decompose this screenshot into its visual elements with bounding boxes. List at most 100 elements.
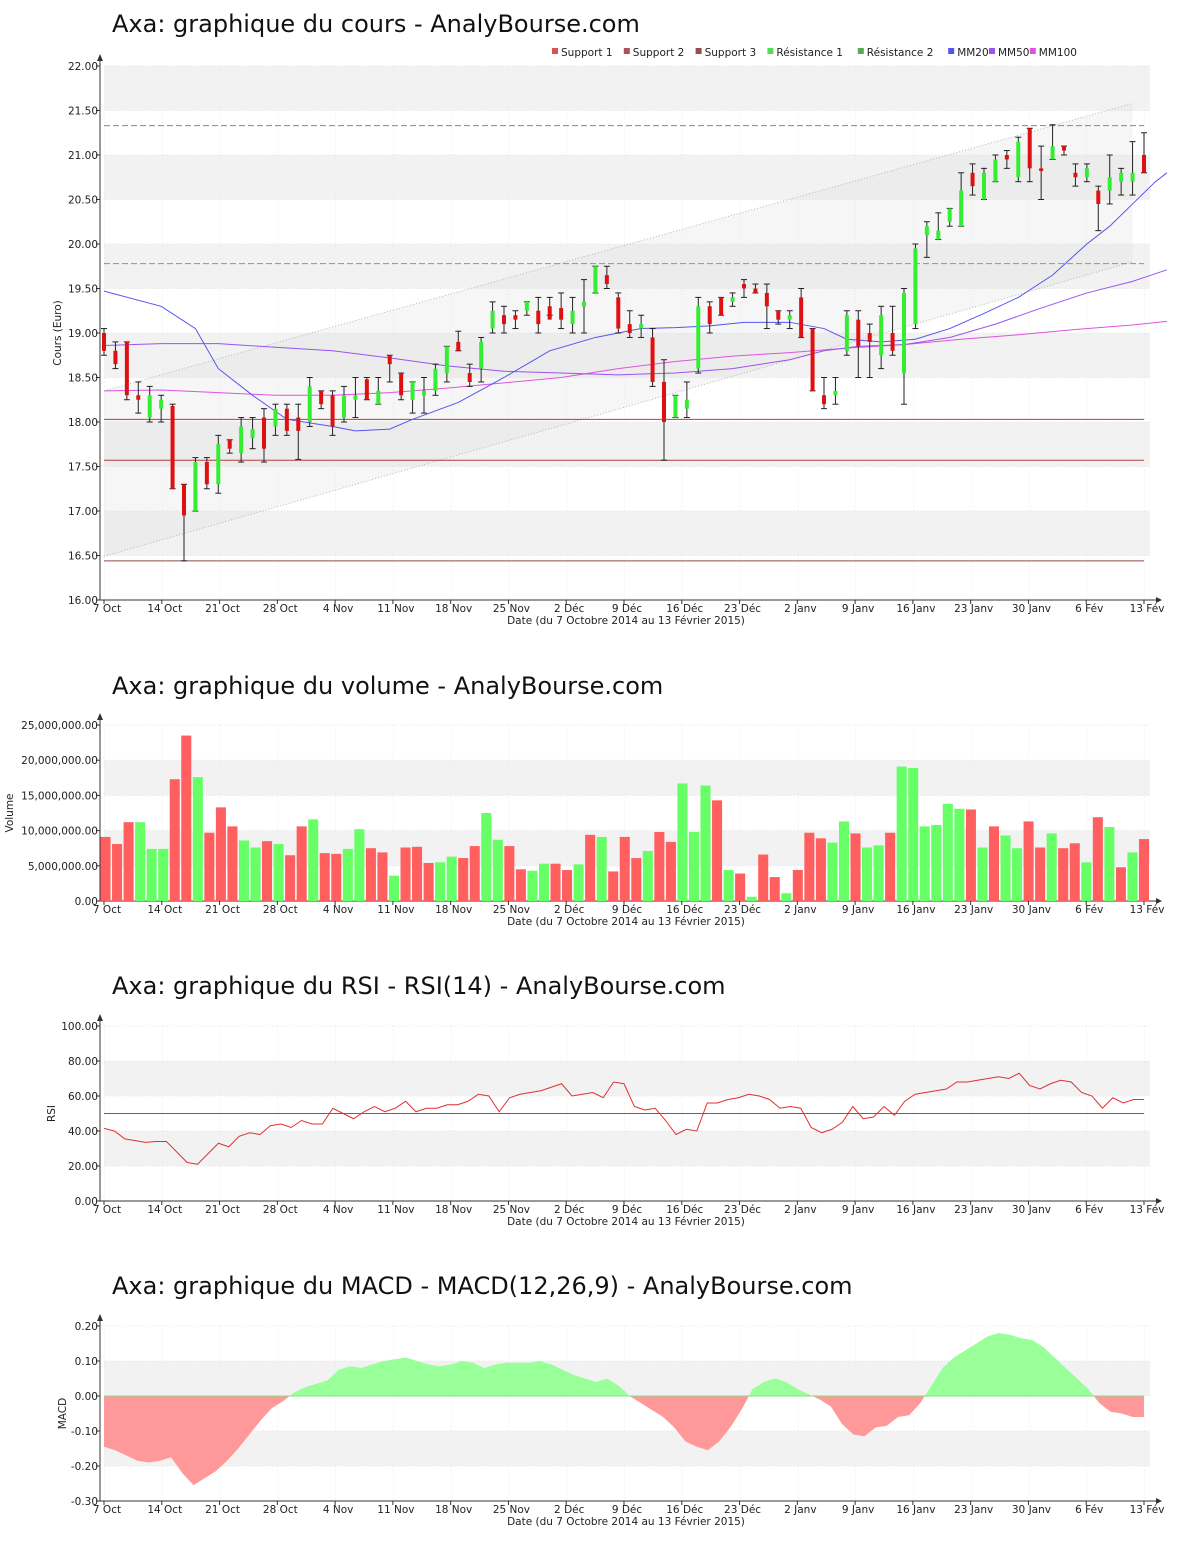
rsi-y-tick-label: 20.00	[68, 1161, 98, 1173]
volume-chart-title: Axa: graphique du volume - AnalyBourse.c…	[112, 672, 664, 700]
candle-body	[1107, 177, 1112, 191]
volume-x-tick-label: 13 Fév	[1130, 904, 1165, 916]
price-x-tick-label: 9 Déc	[612, 603, 643, 615]
volume-bar	[1058, 848, 1069, 901]
candle-body	[387, 355, 392, 365]
candle-body	[467, 373, 472, 382]
volume-bar	[1046, 833, 1057, 901]
rsi-x-tick-label: 9 Janv	[842, 1204, 874, 1216]
volume-bar	[192, 777, 203, 901]
rsi-x-tick-label: 16 Janv	[896, 1204, 935, 1216]
legend-label: MM100	[1039, 47, 1077, 59]
candle-body	[1027, 128, 1032, 169]
volume-x-tick-label: 18 Nov	[435, 904, 472, 916]
volume-y-tick-label: 0.00	[75, 896, 98, 908]
volume-bar	[215, 807, 226, 901]
volume-bar	[862, 847, 873, 901]
volume-bar	[1069, 843, 1080, 901]
candle-body	[410, 381, 415, 400]
candle-body	[684, 399, 689, 409]
volume-bar	[746, 896, 757, 901]
price-x-tick-label: 4 Nov	[323, 603, 354, 615]
legend-label: MM50	[998, 47, 1029, 59]
price-y-tick-label: 18.50	[68, 373, 98, 385]
volume-bar	[942, 803, 953, 901]
volume-bar	[585, 834, 596, 901]
price-y-tick-label: 19.00	[68, 328, 98, 340]
volume-bar	[504, 846, 515, 901]
volume-x-tick-label: 28 Oct	[263, 904, 298, 916]
volume-x-axis-label: Date (du 7 Octobre 2014 au 13 Février 20…	[507, 916, 745, 928]
legend-swatch	[767, 48, 774, 54]
legend-label: Résistance 1	[776, 47, 843, 59]
rsi-x-tick-label: 14 Oct	[147, 1204, 182, 1216]
volume-bar	[700, 785, 711, 901]
candle-body	[993, 159, 998, 182]
legend-swatch	[989, 48, 995, 54]
rsi-y-tick-label: 60.00	[68, 1091, 98, 1103]
candle-body	[890, 333, 895, 351]
candle-body	[799, 297, 804, 338]
price-x-tick-label: 13 Fév	[1130, 603, 1165, 615]
macd-y-axis-label: MACD	[57, 1398, 69, 1429]
volume-bar	[885, 832, 896, 901]
candle-body	[376, 390, 381, 405]
volume-x-tick-label: 23 Déc	[724, 904, 761, 916]
candle-body	[433, 368, 438, 391]
macd-x-tick-label: 16 Déc	[666, 1504, 703, 1516]
macd-y-arrow	[97, 1314, 103, 1321]
candle-body	[147, 395, 152, 418]
macd-x-tick-label: 18 Nov	[435, 1504, 472, 1516]
mm50-line	[103, 269, 1168, 376]
legend-swatch	[552, 48, 558, 54]
candle-body	[342, 395, 346, 418]
volume-y-tick-label: 15,000,000.00	[21, 790, 98, 802]
macd-negative-area	[1093, 1396, 1144, 1417]
price-x-tick-label: 16 Déc	[666, 603, 703, 615]
candle-body	[593, 266, 598, 293]
candle-body	[1016, 141, 1021, 178]
volume-bar	[827, 842, 838, 901]
price-chart-svg: 16.00 16.50 17.00 17.50 18.00 18.50 19.00 19.50…	[52, 47, 1168, 627]
legend-swatch	[1029, 48, 1036, 54]
candle-body	[730, 297, 735, 302]
volume-bar	[573, 864, 584, 901]
rsi-x-tick-label: 16 Déc	[666, 1204, 703, 1216]
price-x-tick-label: 18 Nov	[435, 603, 472, 615]
macd-negative-area	[812, 1396, 925, 1437]
rsi-y-tick-label: 80.00	[68, 1056, 98, 1068]
candle-body	[159, 399, 164, 409]
price-y-tick-label: 17.00	[68, 506, 98, 518]
candle-body	[662, 381, 666, 422]
candle-body	[582, 301, 586, 307]
macd-x-axis-label: Date (du 7 Octobre 2014 au 13 Février 20…	[507, 1516, 745, 1528]
candle-body	[707, 306, 712, 325]
volume-bar	[342, 848, 353, 901]
candle-body	[1050, 146, 1055, 160]
legend-label: Support 1	[561, 47, 613, 59]
candle-body	[787, 315, 792, 320]
rsi-x-tick-label: 13 Fév	[1130, 1204, 1165, 1216]
volume-bar	[262, 841, 273, 901]
candle-body	[947, 208, 952, 222]
volume-bar	[469, 846, 480, 901]
volume-bar	[169, 779, 180, 901]
candle-body	[856, 319, 861, 347]
candle-body	[284, 408, 289, 431]
price-chart-title: Axa: graphique du cours - AnalyBourse.co…	[112, 10, 640, 38]
mm20-line	[103, 172, 1168, 432]
macd-x-tick-label: 2 Janv	[784, 1504, 816, 1516]
rsi-y-tick-label: 100.00	[61, 1021, 98, 1033]
candle-body	[879, 315, 884, 356]
price-x-tick-label: 30 Janv	[1012, 603, 1051, 615]
price-x-tick-label: 14 Oct	[147, 603, 182, 615]
volume-bar	[273, 843, 284, 901]
candle-body	[250, 429, 255, 439]
volume-bar	[781, 893, 792, 901]
legend-swatch	[857, 48, 864, 54]
candle-body	[867, 333, 872, 342]
candle-body	[982, 172, 986, 200]
macd-x-tick-label: 21 Oct	[205, 1504, 240, 1516]
volume-x-tick-label: 21 Oct	[205, 904, 240, 916]
volume-x-tick-label: 2 Janv	[784, 904, 816, 916]
